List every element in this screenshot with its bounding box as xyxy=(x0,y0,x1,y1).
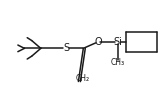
Text: Si: Si xyxy=(113,37,122,47)
Text: O: O xyxy=(94,37,102,47)
Text: CH₂: CH₂ xyxy=(75,74,90,83)
Text: S: S xyxy=(63,43,69,53)
Text: CH₃: CH₃ xyxy=(111,58,125,67)
